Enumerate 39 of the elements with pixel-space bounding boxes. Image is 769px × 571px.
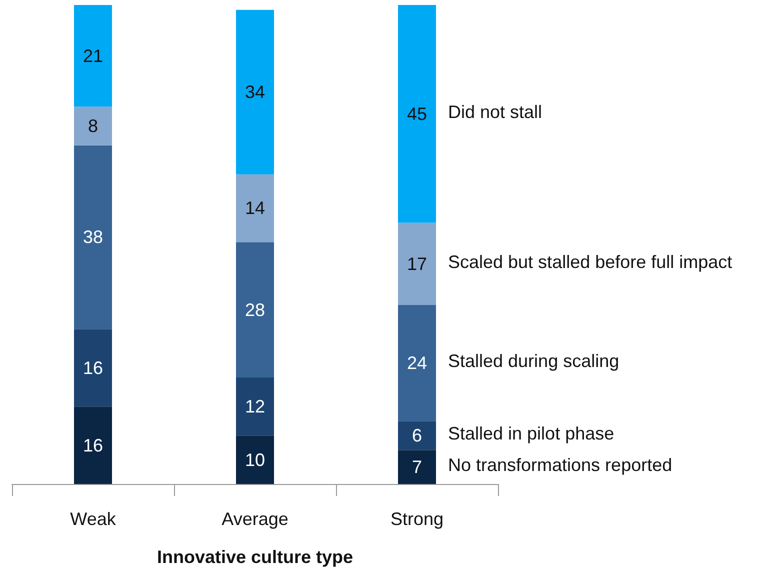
data-label: 14 bbox=[244, 198, 266, 218]
bar bbox=[74, 329, 112, 407]
bar bbox=[398, 421, 436, 450]
x-axis-title: Innovative culture type bbox=[156, 547, 354, 567]
series-label: Stalled in pilot phase bbox=[448, 424, 614, 444]
series-label: Scaled but stalled before full impact bbox=[448, 252, 732, 272]
bar bbox=[398, 304, 436, 422]
data-label: 7 bbox=[412, 457, 422, 478]
bar bbox=[74, 5, 112, 107]
data-label: 34 bbox=[244, 82, 266, 102]
series-label: Did not stall bbox=[448, 102, 542, 122]
x-tick-label: Strong bbox=[390, 509, 444, 529]
data-label: 16 bbox=[82, 435, 104, 456]
data-label: 28 bbox=[244, 300, 266, 320]
data-label: 16 bbox=[82, 358, 104, 378]
bar bbox=[236, 378, 274, 436]
bar bbox=[398, 450, 436, 484]
bar bbox=[236, 10, 274, 174]
data-label: 8 bbox=[88, 116, 98, 136]
series-label: Stalled during scaling bbox=[448, 351, 620, 372]
x-tick-label: Average bbox=[222, 509, 288, 529]
bar bbox=[74, 406, 112, 484]
bar bbox=[236, 242, 274, 378]
data-label: 38 bbox=[82, 227, 104, 248]
bar bbox=[236, 174, 274, 242]
bar bbox=[74, 145, 112, 330]
data-label: 21 bbox=[82, 46, 104, 66]
data-label: 10 bbox=[244, 450, 266, 470]
bar bbox=[236, 436, 274, 484]
bar bbox=[398, 222, 436, 305]
series-label: No transformations reported bbox=[448, 455, 672, 476]
data-label: 24 bbox=[406, 353, 428, 374]
data-label: 6 bbox=[412, 426, 422, 446]
data-label: 17 bbox=[406, 254, 428, 274]
bar bbox=[74, 106, 112, 146]
bar bbox=[398, 5, 436, 223]
data-label: 45 bbox=[406, 104, 428, 124]
x-tick-label: Weak bbox=[70, 509, 117, 529]
data-label: 12 bbox=[244, 396, 266, 417]
